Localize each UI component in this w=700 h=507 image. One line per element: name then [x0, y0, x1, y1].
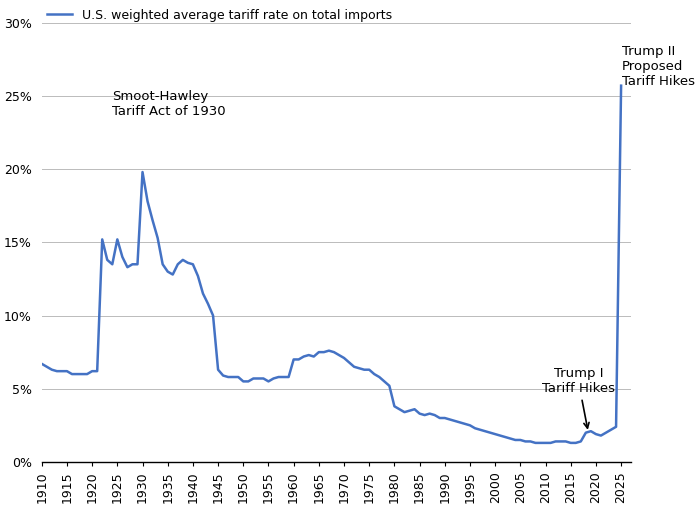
Text: Smoot-Hawley
Tariff Act of 1930: Smoot-Hawley Tariff Act of 1930: [112, 90, 226, 118]
Text: Trump II
Proposed
Tariff Hikes: Trump II Proposed Tariff Hikes: [622, 45, 695, 88]
Legend: U.S. weighted average tariff rate on total imports: U.S. weighted average tariff rate on tot…: [42, 4, 397, 26]
Text: Trump I
Tariff Hikes: Trump I Tariff Hikes: [542, 367, 615, 428]
